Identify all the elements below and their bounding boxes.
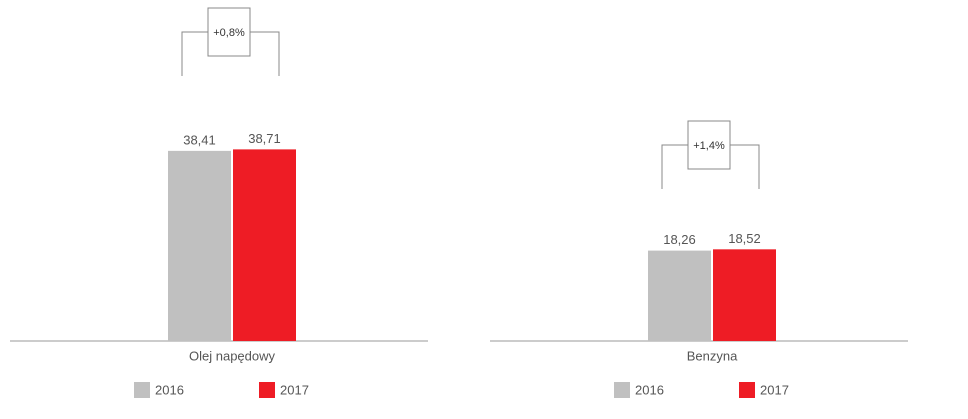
annotation: +1,4% [693, 140, 725, 152]
legend-label: 2016 [635, 382, 664, 397]
annotation: +0,8% [213, 27, 245, 39]
bar [713, 249, 776, 341]
bar [168, 150, 231, 341]
legend-label: 2017 [760, 382, 789, 397]
bar [233, 149, 296, 341]
annotation-bracket [181, 31, 280, 76]
legend-swatch [134, 382, 150, 398]
annotation-box [207, 7, 251, 57]
value-label: 18,52 [728, 231, 761, 246]
annotation-bracket [661, 144, 760, 189]
legend-swatch [614, 382, 630, 398]
legend-swatch [739, 382, 755, 398]
value-label: 38,71 [248, 131, 281, 146]
legend-label: 2017 [280, 382, 309, 397]
annotation-box [687, 120, 731, 170]
value-label: 18,26 [663, 232, 696, 247]
value-label: 38,41 [183, 132, 216, 147]
legend-swatch [259, 382, 275, 398]
x-tick-label: Olej napędowy [189, 348, 275, 363]
bar [648, 250, 711, 341]
x-tick-label: Benzyna [687, 348, 738, 363]
legend-label: 2016 [155, 382, 184, 397]
